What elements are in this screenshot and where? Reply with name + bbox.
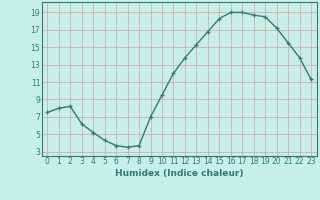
X-axis label: Humidex (Indice chaleur): Humidex (Indice chaleur) bbox=[115, 169, 244, 178]
